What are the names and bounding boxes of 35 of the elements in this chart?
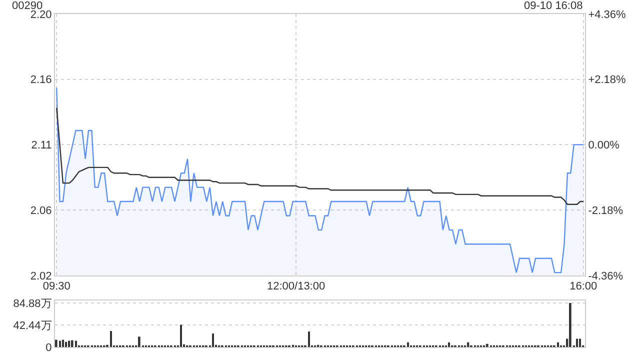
y-tick-label: 2.11 — [31, 140, 52, 152]
line-series — [56, 107, 584, 205]
bar — [576, 338, 578, 347]
bar — [579, 338, 581, 347]
bar — [62, 340, 64, 347]
bar — [71, 340, 74, 347]
y-tick-label: 2.16 — [30, 74, 52, 86]
y-tick-label: 42.44万 — [13, 320, 52, 332]
text: 09-10 16:08 — [524, 0, 583, 12]
y2-tick-label: +2.18% — [588, 74, 626, 86]
bar — [308, 331, 310, 347]
x-tick-label: 09:30 — [42, 280, 70, 293]
y2-tick-label: -4.36% — [588, 270, 624, 282]
y-tick-label: 0 — [46, 342, 52, 354]
bar — [557, 342, 559, 347]
x-tick-label: 16:00 — [570, 280, 598, 293]
bar — [448, 342, 450, 347]
bar — [110, 330, 112, 347]
bar — [486, 344, 488, 347]
bar — [59, 340, 61, 347]
bar — [55, 340, 58, 347]
bar — [407, 342, 409, 347]
bar — [75, 340, 77, 347]
bar — [212, 334, 214, 347]
y-tick-label: 2.06 — [30, 204, 52, 217]
y-tick-label: 84.88万 — [13, 298, 52, 310]
y2-tick-label: -2.18% — [588, 204, 624, 217]
bar — [68, 340, 70, 347]
y2-tick-label: +4.36% — [588, 8, 626, 21]
bar — [180, 324, 182, 347]
x-tick-label: 12:00/13:00 — [266, 280, 326, 293]
y-tick-label: 2.02 — [30, 270, 52, 282]
y2-tick-label: 0.00% — [588, 140, 620, 152]
bar — [138, 336, 140, 347]
bar — [65, 342, 67, 347]
